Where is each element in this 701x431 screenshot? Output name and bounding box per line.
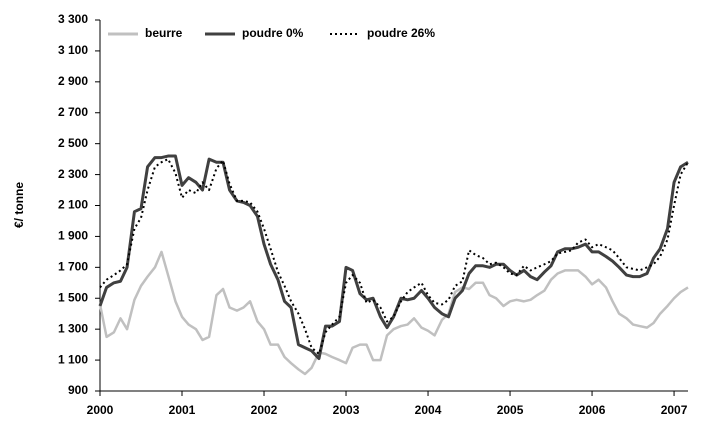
y-tick-label: 2 500 bbox=[58, 136, 88, 150]
y-tick-label: 1 500 bbox=[58, 290, 88, 304]
y-tick-label: 2 300 bbox=[58, 167, 88, 181]
y-tick-label: 2 700 bbox=[58, 105, 88, 119]
y-tick-label: 2 100 bbox=[58, 198, 88, 212]
x-tick-label: 2004 bbox=[415, 403, 442, 417]
series-line bbox=[98, 250, 689, 376]
y-tick-label: 1 100 bbox=[58, 352, 88, 366]
legend-label: beurre bbox=[145, 26, 183, 40]
y-tick-label: 1 300 bbox=[58, 321, 88, 335]
y-tick-label: 2 900 bbox=[58, 74, 88, 88]
x-tick-label: 2001 bbox=[169, 403, 196, 417]
x-tick-label: 2006 bbox=[579, 403, 606, 417]
y-tick-label: 3 100 bbox=[58, 43, 88, 57]
x-tick-label: 2002 bbox=[251, 403, 278, 417]
y-tick-label: 1 700 bbox=[58, 260, 88, 274]
y-tick-label: 3 300 bbox=[58, 12, 88, 26]
x-tick-label: 2005 bbox=[497, 403, 524, 417]
x-tick-label: 2000 bbox=[87, 403, 114, 417]
x-tick-label: 2007 bbox=[661, 403, 688, 417]
x-tick-label: 2003 bbox=[333, 403, 360, 417]
y-tick-label: 900 bbox=[68, 383, 88, 397]
series-line bbox=[99, 158, 689, 355]
series-line bbox=[98, 154, 689, 361]
legend-label: poudre 26% bbox=[367, 26, 435, 40]
y-tick-label: 1 900 bbox=[58, 229, 88, 243]
legend-label: poudre 0% bbox=[242, 26, 304, 40]
y-axis-label: €/ tonne bbox=[12, 182, 26, 228]
